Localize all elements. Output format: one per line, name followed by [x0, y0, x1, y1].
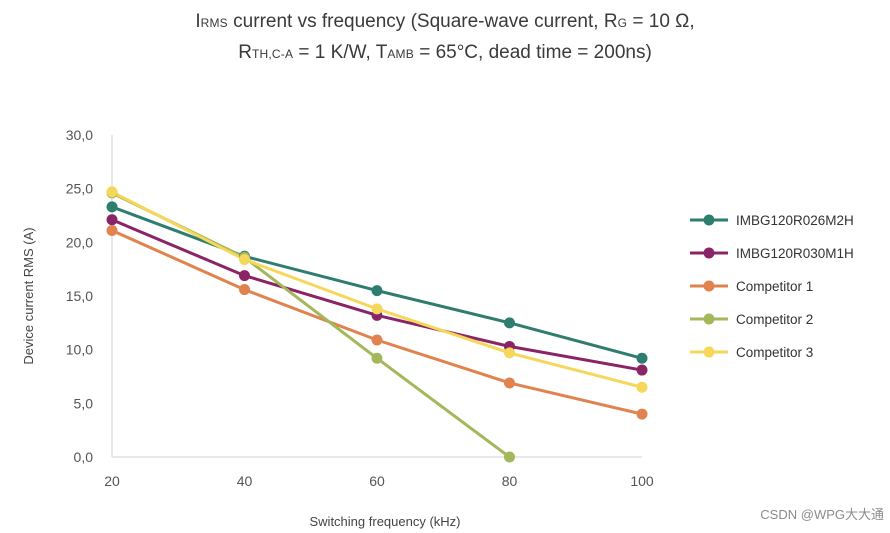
legend-swatch-marker: [703, 280, 715, 292]
x-tick-label: 40: [237, 473, 253, 489]
legend-swatch-marker: [703, 214, 715, 226]
data-point: [371, 352, 383, 364]
series-line: [111, 229, 643, 416]
data-point: [636, 381, 648, 393]
y-tick-label: 15,0: [66, 288, 93, 304]
legend-label: Competitor 2: [736, 312, 813, 327]
data-point: [239, 284, 250, 296]
data-point: [106, 225, 118, 237]
y-tick-label: 10,0: [66, 342, 93, 358]
y-tick-label: 30,0: [66, 127, 93, 143]
chart-title-line-1: IRMS current vs frequency (Square-wave c…: [195, 11, 695, 32]
legend-swatch-marker: [703, 313, 715, 325]
x-tick-label: 80: [502, 473, 518, 489]
x-tick-label: 60: [369, 473, 385, 489]
data-point: [504, 347, 515, 359]
watermark: CSDN @WPG大大通: [760, 507, 884, 522]
legend-label: IMBG120R026M2H: [736, 213, 854, 228]
legend-swatch-marker: [703, 346, 715, 358]
legend-label: Competitor 1: [736, 279, 813, 294]
y-tick-label: 5,0: [74, 395, 94, 411]
data-point: [106, 201, 118, 213]
y-axis-label: Device current RMS (A): [21, 227, 36, 364]
data-point: [239, 254, 250, 266]
data-point: [371, 285, 383, 297]
data-point: [371, 303, 383, 315]
data-point: [504, 317, 515, 329]
chart-title-line-2: RTH,C-A = 1 K/W, TAMB = 65°C, dead time …: [238, 42, 652, 63]
data-point: [371, 334, 383, 346]
x-tick-label: 100: [630, 473, 654, 489]
legend-label: IMBG120R030M1H: [736, 246, 854, 261]
data-point: [636, 352, 648, 364]
data-point: [636, 408, 648, 420]
legend-swatch-marker: [703, 247, 715, 259]
data-point: [504, 377, 515, 389]
data-point: [636, 364, 648, 376]
data-point: [106, 214, 118, 226]
y-tick-label: 0,0: [74, 449, 94, 465]
data-point: [106, 186, 118, 198]
x-tick-label: 20: [104, 473, 120, 489]
data-point: [239, 270, 250, 282]
x-axis-label: Switching frequency (kHz): [310, 514, 461, 529]
y-tick-label: 25,0: [66, 181, 93, 197]
series-line: [111, 191, 511, 459]
legend-label: Competitor 3: [736, 345, 813, 360]
y-tick-label: 20,0: [66, 234, 93, 250]
data-point: [504, 451, 515, 463]
